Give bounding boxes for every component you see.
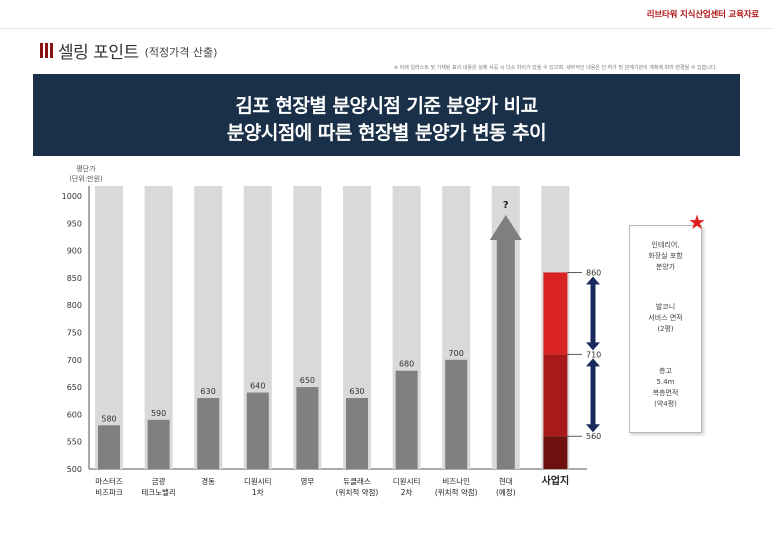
section-bars-icon (40, 43, 53, 58)
x-tick-label: 비즈나인 (442, 476, 470, 486)
value-bar (395, 370, 418, 469)
y-axis-label: 평단가 (76, 164, 96, 173)
x-tick-label-line2: (예정) (496, 487, 516, 497)
site-bar-segment (543, 272, 568, 355)
brand-label: 리브타워 지식산업센터 교육자료 (646, 10, 759, 20)
value-bar (98, 425, 120, 469)
section-title: 셀링 포인트 (적정가격 산출) (40, 38, 217, 63)
value-bar (346, 398, 368, 469)
x-tick-label-line2: 1차 (252, 488, 264, 497)
star-icon: ★ (688, 210, 706, 234)
x-tick-label-line2: (위치적 약점) (336, 487, 379, 497)
x-tick-label-line2: 비즈파크 (95, 488, 123, 497)
marker-label: 860 (586, 268, 601, 277)
value-label: 630 (349, 387, 364, 396)
x-tick-label: 경동 (201, 476, 215, 486)
x-tick-label-line2: (위치적 약점) (435, 487, 478, 497)
x-tick-label: 듀클래스 (343, 477, 371, 486)
note-line: 인테리어, (651, 241, 680, 249)
y-tick-label: 600 (67, 410, 82, 419)
value-label: 650 (300, 376, 315, 385)
y-axis-unit: (단위:만원) (69, 174, 103, 183)
value-bar (296, 387, 319, 469)
y-tick-label: 850 (67, 274, 82, 283)
note-line: 복층면적 (652, 389, 679, 397)
x-tick-label: 사업지 (542, 474, 570, 487)
value-label: 630 (201, 387, 216, 396)
y-tick-label: 700 (67, 356, 82, 365)
background-bar (95, 186, 123, 469)
value-label: 580 (101, 414, 116, 423)
x-tick-label-line2: 2차 (401, 488, 413, 497)
x-tick-label: 영무 (300, 476, 314, 486)
marker-label: 710 (586, 350, 601, 359)
y-tick-label: 550 (67, 438, 82, 447)
y-tick-label: 650 (67, 383, 82, 392)
disclaimer: ※ 아래 일러스트 및 기재된 표의 내용은 실제 서공 시 다소 차이가 있을… (393, 65, 717, 71)
top-bar: 리브타워 지식산업센터 교육자료 (0, 0, 773, 29)
value-bar (197, 398, 220, 469)
note-line: 화장실 포함 (648, 252, 683, 260)
x-tick-label: 마스터즈 (95, 477, 123, 486)
range-double-arrow (586, 358, 600, 433)
value-label: 700 (449, 349, 464, 358)
value-label: 640 (250, 382, 265, 391)
banner-line-1: 김포 현장별 분양시점 기준 분양가 비교 (235, 95, 538, 117)
note-group-ceiling: 층고 5.4m 복층면적 (약4평) (630, 366, 701, 410)
headline-banner: 김포 현장별 분양시점 기준 분양가 비교 분양시점에 따른 현장별 분양가 변… (33, 74, 740, 156)
value-bar (445, 359, 468, 469)
x-tick-label: 디원시티 (393, 477, 421, 486)
x-tick-label: 디원시티 (244, 477, 272, 486)
note-line: 발코니 (655, 303, 676, 311)
forecast-arrow (489, 215, 522, 469)
y-tick-label: 800 (67, 301, 82, 310)
x-tick-label: 현대 (499, 477, 513, 486)
site-bar-segment (543, 436, 568, 469)
value-label: 590 (151, 409, 166, 418)
y-tick-label: 950 (67, 219, 82, 228)
note-line: (약4평) (654, 400, 677, 408)
note-box: 인테리어, 화장실 포함 분양가 발코니 서비스 면적 (2평) 층고 5.4m… (629, 225, 702, 433)
x-tick-label: 금광 (152, 476, 166, 486)
y-tick-label: 1000 (62, 192, 82, 201)
y-tick-label: 900 (67, 247, 82, 256)
forecast-label: ? (503, 200, 509, 211)
x-tick-label-line2: 테크노밸리 (141, 488, 176, 497)
site-bar-segment (543, 354, 568, 437)
y-tick-label: 750 (67, 329, 82, 338)
note-line: 분양가 (655, 263, 676, 271)
note-group-balcony: 발코니 서비스 면적 (2평) (630, 302, 701, 335)
section-title-main: 셀링 포인트 (58, 43, 139, 63)
note-line: (2평) (657, 325, 674, 333)
marker-label: 560 (586, 432, 601, 441)
note-line: 5.4m (656, 378, 675, 386)
note-line: 서비스 면적 (648, 314, 683, 322)
section-title-sub: (적정가격 산출) (144, 46, 218, 59)
note-line: 층고 (659, 367, 672, 375)
value-bar (246, 392, 269, 469)
banner-line-2: 분양시점에 따른 현장별 분양가 변동 추이 (226, 122, 547, 144)
y-tick-label: 500 (67, 465, 82, 474)
value-bar (147, 419, 170, 469)
range-double-arrow (586, 276, 600, 351)
value-label: 680 (399, 360, 414, 369)
note-group-interior: 인테리어, 화장실 포함 분양가 (630, 240, 701, 273)
